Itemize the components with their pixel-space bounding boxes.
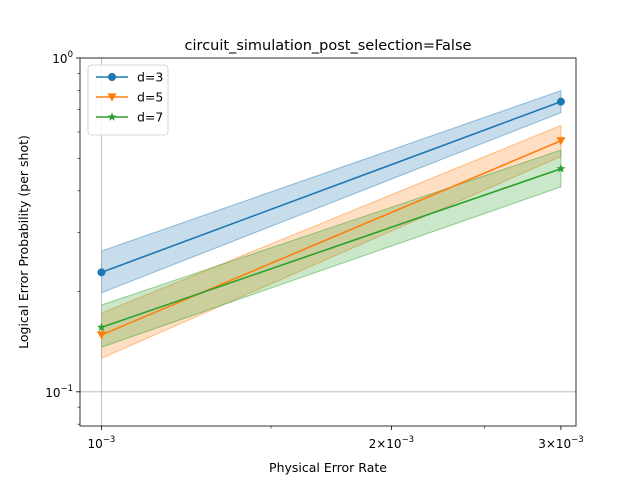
series-line-d=7 — [101, 167, 562, 329]
x-tick-label: 10−3 — [88, 435, 116, 451]
data-point-d=5 — [556, 137, 566, 146]
x-tick-label: 3×10−3 — [538, 435, 584, 451]
y-axis-label: Logical Error Probability (per shot) — [16, 135, 31, 349]
x-tick-label: 2×10−3 — [369, 435, 415, 451]
chart-title: circuit_simulation_post_selection=False — [185, 38, 472, 54]
x-axis-label: Physical Error Rate — [269, 460, 387, 475]
legend-marker-d=3 — [108, 73, 116, 81]
legend-marker-d=5 — [107, 93, 117, 102]
data-point-d=5 — [96, 331, 107, 340]
legend-label-d=5: d=5 — [137, 90, 163, 105]
axis-ticks: 10−3 2×10−3 3×10−3 10−1 100 — [45, 50, 584, 451]
data-point-d=7 — [97, 322, 106, 332]
legend-marker-d=7 — [107, 112, 117, 121]
y-tick-label: 100 — [52, 50, 73, 66]
y-tick-label: 10−1 — [45, 384, 73, 400]
plot-area-frame — [79, 57, 577, 427]
legend-label-d=3: d=3 — [137, 70, 163, 85]
data-point-d=7 — [556, 164, 566, 173]
series-line-d=3 — [101, 100, 562, 274]
legend: d=3 d=5 d=7 — [87, 64, 169, 136]
data-point-d=3 — [97, 268, 106, 277]
series-lines — [101, 100, 562, 336]
data-point-d=3 — [556, 97, 565, 106]
legend-label-d=7: d=7 — [137, 110, 163, 125]
series-markers — [96, 97, 566, 340]
series-line-d=5 — [101, 140, 562, 336]
